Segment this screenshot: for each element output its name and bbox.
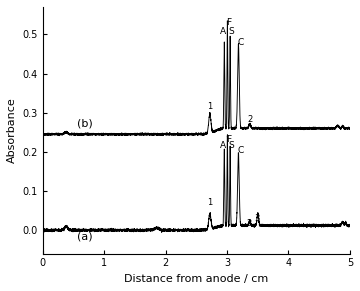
Text: (b): (b) — [77, 118, 92, 128]
Text: 1: 1 — [207, 102, 212, 111]
Text: S: S — [229, 141, 234, 150]
Text: 2: 2 — [246, 219, 251, 228]
Text: F: F — [226, 135, 231, 144]
Text: A: A — [220, 141, 226, 150]
X-axis label: Distance from anode / cm: Distance from anode / cm — [124, 274, 269, 284]
Text: S: S — [229, 27, 234, 36]
Text: F: F — [226, 18, 231, 27]
Text: C: C — [238, 38, 244, 47]
Y-axis label: Absorbance: Absorbance — [7, 97, 17, 163]
Text: C: C — [238, 146, 244, 155]
Text: 1: 1 — [207, 198, 212, 207]
Text: 3: 3 — [254, 214, 259, 223]
Text: 2: 2 — [248, 115, 253, 124]
Text: (a): (a) — [77, 232, 92, 242]
Text: A: A — [220, 27, 226, 36]
